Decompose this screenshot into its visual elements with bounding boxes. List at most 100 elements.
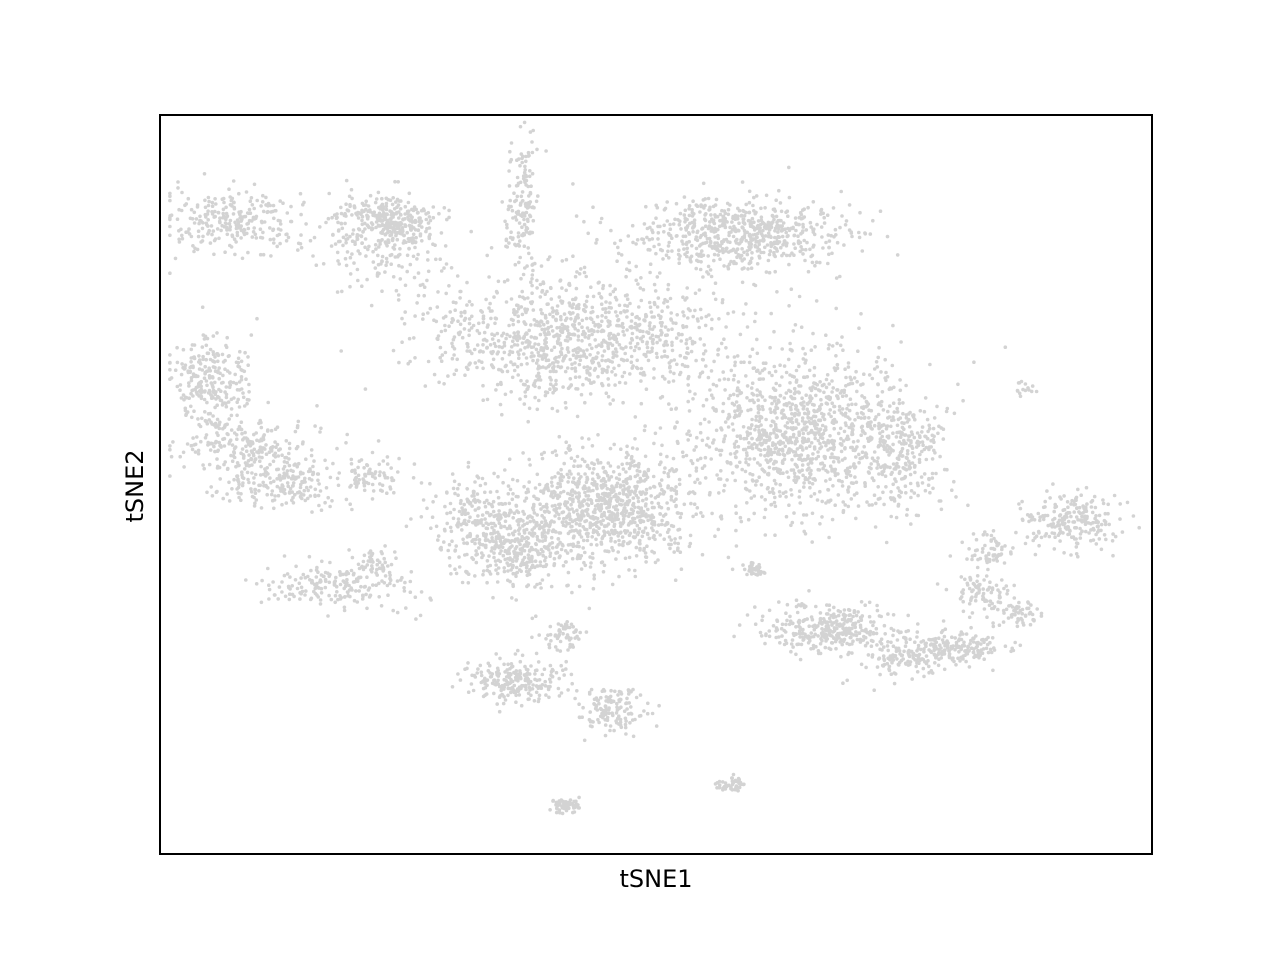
scatter-point — [436, 534, 441, 538]
scatter-point — [211, 390, 215, 394]
scatter-point — [389, 213, 394, 217]
scatter-point — [650, 711, 655, 716]
scatter-point — [595, 543, 599, 547]
scatter-point — [609, 490, 614, 495]
scatter-point — [613, 287, 617, 292]
scatter-point — [487, 306, 491, 310]
scatter-point — [574, 286, 579, 291]
scatter-point — [373, 476, 378, 480]
scatter-point — [611, 505, 616, 509]
scatter-point — [508, 198, 512, 203]
scatter-point — [442, 206, 447, 210]
scatter-point — [312, 235, 317, 240]
scatter-point — [535, 147, 539, 152]
scatter-point — [650, 346, 654, 351]
scatter-point — [591, 310, 595, 314]
scatter-point — [489, 350, 493, 355]
scatter-point — [618, 310, 623, 315]
scatter-point — [666, 485, 670, 490]
scatter-point — [243, 461, 248, 465]
scatter-point — [476, 514, 480, 518]
scatter-point — [577, 491, 581, 495]
scatter-point — [549, 492, 554, 496]
scatter-point — [193, 246, 197, 251]
scatter-point — [248, 443, 253, 447]
scatter-point — [466, 499, 471, 503]
scatter-point — [365, 214, 370, 218]
scatter-point — [674, 485, 678, 489]
scatter-point — [217, 440, 221, 445]
scatter-point — [168, 198, 172, 203]
scatter-point — [631, 516, 635, 521]
scatter-point — [310, 581, 315, 585]
scatter-point — [633, 520, 637, 525]
scatter-point — [667, 535, 672, 539]
scatter-point — [299, 591, 304, 596]
scatter-point — [289, 204, 293, 209]
scatter-point — [452, 335, 457, 339]
scatter-point — [212, 215, 216, 219]
scatter-point — [573, 369, 578, 373]
scatter-point — [509, 317, 514, 322]
scatter-point — [667, 527, 671, 532]
scatter-point — [508, 149, 512, 154]
scatter-point — [461, 537, 465, 542]
scatter-point — [388, 229, 392, 234]
scatter-point — [413, 240, 418, 244]
scatter-point — [293, 429, 298, 434]
scatter-point — [231, 212, 236, 216]
scatter-point — [515, 338, 520, 343]
scatter-point — [677, 261, 681, 266]
scatter-point — [506, 569, 510, 573]
scatter-point — [587, 334, 591, 338]
scatter-point — [628, 489, 633, 494]
scatter-point — [386, 238, 391, 242]
scatter-point — [460, 335, 465, 340]
scatter-point — [638, 538, 642, 543]
scatter-point — [619, 253, 624, 257]
scatter-point — [607, 332, 612, 336]
scatter-point — [495, 702, 500, 706]
scatter-point — [187, 381, 191, 385]
scatter-point — [597, 280, 601, 285]
scatter-point — [709, 326, 714, 331]
scatter-point — [395, 237, 400, 242]
scatter-point — [509, 360, 513, 364]
scatter-point — [510, 544, 514, 548]
scatter-point — [601, 715, 605, 720]
scatter-point — [729, 786, 733, 791]
scatter-point — [722, 337, 726, 342]
scatter-point — [168, 360, 172, 365]
scatter-point — [168, 191, 172, 196]
scatter-point — [543, 555, 548, 560]
scatter-point — [563, 549, 568, 553]
scatter-point — [460, 512, 464, 516]
scatter-point — [515, 175, 520, 180]
scatter-point — [312, 589, 316, 594]
scatter-point — [232, 206, 237, 211]
scatter-point — [483, 337, 487, 342]
scatter-point — [611, 699, 615, 703]
scatter-point — [617, 714, 621, 718]
scatter-point — [561, 631, 565, 636]
scatter-point — [530, 150, 535, 155]
scatter-point — [628, 372, 632, 376]
scatter-point — [399, 578, 403, 582]
scatter-point — [442, 266, 446, 270]
scatter-point — [538, 378, 543, 382]
scatter-point — [363, 227, 367, 231]
scatter-point — [438, 355, 443, 360]
scatter-point — [684, 341, 688, 346]
scatter-point — [516, 234, 521, 239]
scatter-point — [367, 470, 372, 475]
scatter-point — [633, 489, 638, 494]
scatter-point — [638, 546, 642, 551]
scatter-point — [597, 364, 602, 368]
scatter-point — [556, 337, 561, 342]
scatter-point — [504, 336, 508, 341]
scatter-point — [571, 297, 575, 302]
scatter-point — [634, 278, 638, 283]
scatter-point — [336, 259, 340, 263]
scatter-point — [390, 202, 395, 207]
scatter-point — [254, 498, 259, 502]
